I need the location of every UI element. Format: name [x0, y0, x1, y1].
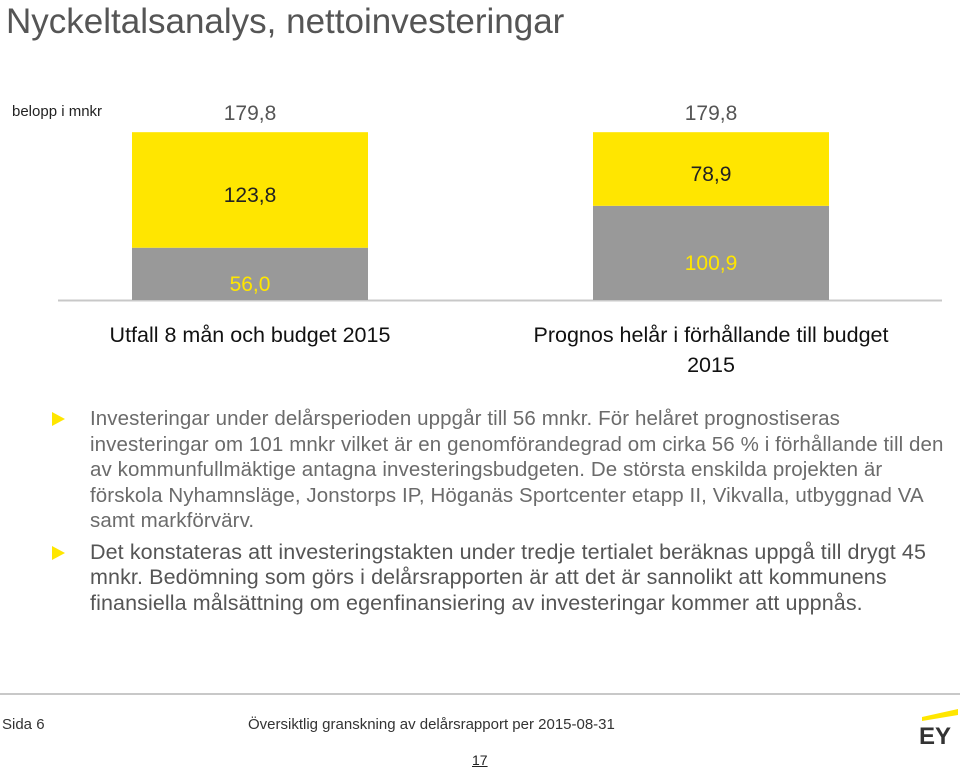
bar-segment: [132, 247, 368, 300]
triangle-bullet-icon: [52, 412, 65, 426]
bullet-list: Investeringar under delårsperioden uppgå…: [50, 406, 950, 622]
bar-segment: [132, 132, 368, 248]
footer-page-label: Sida 6: [2, 716, 45, 733]
stacked-bar-chart: 56,0 123,8 179,8 Utfall 8 mån och budget 20…: [58, 102, 942, 377]
total-label: 179,8: [224, 102, 277, 125]
total-label: 179,8: [685, 102, 738, 125]
bar-segment: [593, 132, 829, 206]
page-number: 17: [472, 752, 488, 768]
footer-text: Översiktlig granskning av delårsrapport …: [248, 716, 615, 733]
bullet-item: Investeringar under delårsperioden uppgå…: [50, 406, 950, 534]
category-label: 2015: [687, 353, 735, 377]
footer-divider: [0, 693, 960, 695]
category-label: Utfall 8 mån och budget 2015: [110, 323, 391, 347]
data-label: 100,9: [685, 252, 738, 275]
data-label: 123,8: [224, 184, 277, 207]
page-title: Nyckeltalsanalys, nettoinvesteringar: [6, 2, 565, 41]
category-label: Prognos helår i förhållande till budget: [534, 323, 889, 347]
data-label: 56,0: [230, 273, 271, 296]
svg-text:EY: EY: [919, 723, 951, 747]
bullet-text: Det konstateras att investeringstakten u…: [90, 539, 927, 615]
bullet-text: Investeringar under delårsperioden uppgå…: [90, 407, 944, 532]
ey-logo: EY: [919, 709, 958, 747]
data-label: 78,9: [691, 163, 732, 186]
bar-segment: [593, 205, 829, 300]
triangle-bullet-icon: [52, 545, 65, 560]
unit-label: belopp i mnkr: [12, 103, 103, 120]
bullet-item: Det konstateras att investeringstakten u…: [50, 540, 950, 617]
